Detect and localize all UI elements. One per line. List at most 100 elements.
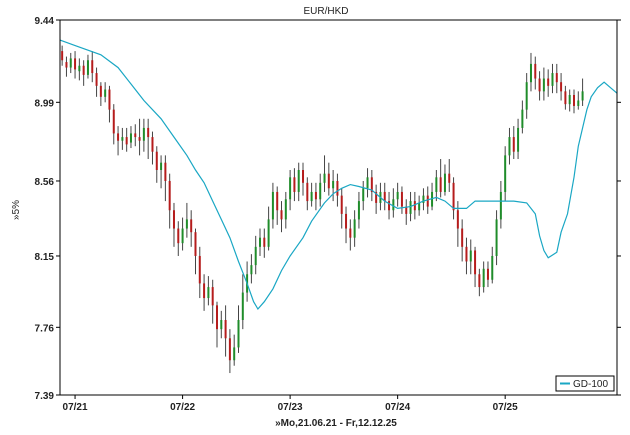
candle-body xyxy=(465,246,468,262)
candle-body xyxy=(74,58,77,70)
candle-body xyxy=(366,177,369,189)
candle-body xyxy=(302,170,305,183)
candle-body xyxy=(211,287,214,306)
candle-body xyxy=(517,127,520,152)
legend-label: GD-100 xyxy=(573,379,608,390)
candle-body xyxy=(538,78,541,92)
candle-body xyxy=(418,202,421,211)
candle-body xyxy=(456,210,459,229)
x-axis-label: »Mo,21.06.21 - Fr,12.12.25 xyxy=(275,418,397,429)
candle-body xyxy=(69,58,72,68)
candle-body xyxy=(336,180,339,196)
candle-body xyxy=(267,219,270,247)
candle-body xyxy=(375,191,378,203)
candle-body xyxy=(86,60,89,75)
candle-body xyxy=(560,82,563,92)
candle-body xyxy=(172,210,175,229)
candle-body xyxy=(99,85,102,97)
legend: GD-100 xyxy=(555,375,615,392)
candle-body xyxy=(491,255,494,280)
candle-body xyxy=(155,151,158,170)
candle-body xyxy=(370,177,373,192)
y-tick-label: 9.44 xyxy=(35,16,55,27)
candle-body xyxy=(254,246,257,266)
candle-body xyxy=(572,95,575,106)
candle-body xyxy=(357,201,360,220)
y-tick-label: 7.76 xyxy=(35,323,55,334)
candle-body xyxy=(241,292,244,320)
candle-body xyxy=(319,182,322,200)
candle-body xyxy=(220,320,223,330)
candle-body xyxy=(345,213,348,229)
candle-body xyxy=(512,137,515,152)
candle-body xyxy=(293,177,296,192)
candle-body xyxy=(151,137,154,152)
candle-body xyxy=(388,201,391,211)
candle-body xyxy=(271,191,274,220)
plot-area xyxy=(59,39,618,374)
candle-body xyxy=(499,191,502,220)
candle-body xyxy=(147,127,150,138)
candle-body xyxy=(422,195,425,203)
y-axis-label: »5% xyxy=(11,200,22,220)
candle-body xyxy=(310,191,313,202)
candle-body xyxy=(474,250,477,275)
candle-body xyxy=(327,173,330,189)
candle-body xyxy=(121,137,124,141)
candle-body xyxy=(112,109,115,134)
candle-body xyxy=(542,78,545,92)
candle-body xyxy=(61,51,64,61)
candle-body xyxy=(280,210,283,220)
x-tick-label: 07/22 xyxy=(170,402,195,413)
candle-body xyxy=(160,162,163,170)
candle-body xyxy=(431,191,434,207)
candle-body xyxy=(138,137,141,141)
candle-body xyxy=(529,63,532,83)
candle-body xyxy=(551,73,554,86)
candle-body xyxy=(306,182,309,202)
candle-body xyxy=(555,73,558,83)
candle-body xyxy=(168,180,171,211)
candle-body xyxy=(125,137,128,145)
legend-box xyxy=(555,375,615,392)
candle-body xyxy=(362,188,365,202)
candle-body xyxy=(181,228,184,244)
y-tick-label: 7.39 xyxy=(35,391,55,402)
candle-body xyxy=(577,100,580,106)
candle-body xyxy=(203,283,206,299)
candle-body xyxy=(164,162,167,181)
candle-body xyxy=(409,201,412,214)
candle-body xyxy=(185,219,188,229)
x-axis: 07/21 07/22 07/23 07/24 07/25 xyxy=(63,395,518,413)
candle-body xyxy=(263,237,266,247)
x-tick-label: 07/21 xyxy=(63,402,88,413)
candle-body xyxy=(353,219,356,238)
candle-body xyxy=(383,191,386,202)
candle-body xyxy=(198,255,201,284)
candle-body xyxy=(435,177,438,192)
candle-body xyxy=(276,191,279,211)
candle-body xyxy=(495,219,498,256)
candle-body xyxy=(177,228,180,244)
candle-body xyxy=(237,320,240,348)
candle-body xyxy=(224,320,227,339)
candle-body xyxy=(469,250,472,262)
candle-body xyxy=(284,199,287,220)
candle-body xyxy=(78,65,81,72)
candle-body xyxy=(250,265,253,275)
candle-body xyxy=(581,91,584,101)
candle-body xyxy=(452,182,455,211)
candle-body xyxy=(65,62,68,68)
candle-body xyxy=(129,133,132,143)
candle-body xyxy=(190,219,193,233)
candle-body xyxy=(82,65,85,75)
candle-body xyxy=(233,347,236,361)
candle-body xyxy=(207,287,210,299)
candle-body xyxy=(486,268,489,280)
candle-body xyxy=(461,228,464,247)
candle-body xyxy=(91,60,94,74)
chart-title: EUR/HKD xyxy=(303,6,348,17)
candle-body xyxy=(564,91,567,105)
candle-body xyxy=(413,201,416,211)
